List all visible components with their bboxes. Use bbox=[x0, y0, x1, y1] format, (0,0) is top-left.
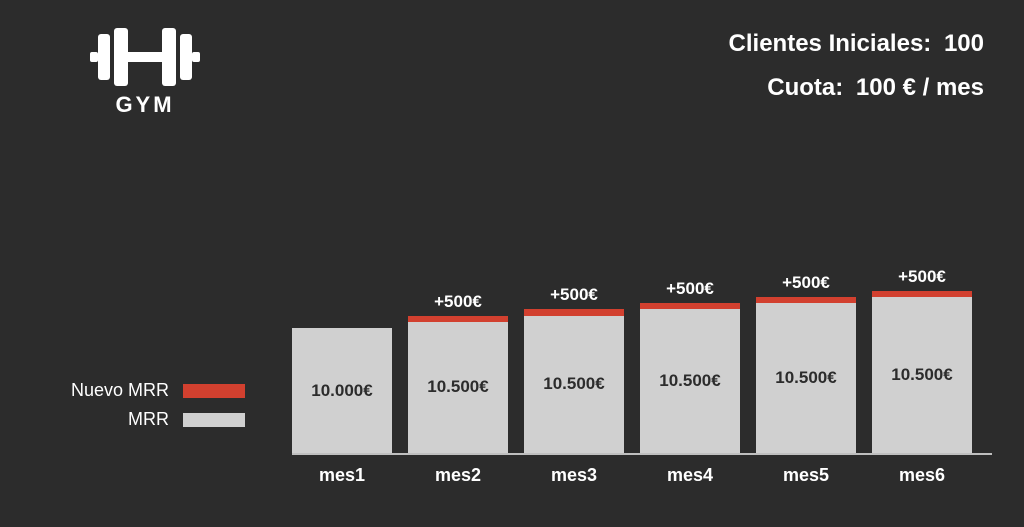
bar-segment-mrr: 10.500€ bbox=[524, 316, 624, 454]
stat-line-clients: Clientes Iniciales: 100 bbox=[729, 30, 984, 58]
category-label: mes5 bbox=[756, 465, 856, 486]
bar-top-label: +500€ bbox=[524, 285, 624, 305]
bar-stack: 10.500€ bbox=[640, 303, 740, 453]
bar-segment-mrr: 10.500€ bbox=[872, 297, 972, 453]
bar-segment-mrr: 10.500€ bbox=[756, 303, 856, 453]
bar-top-label: +500€ bbox=[408, 292, 508, 312]
bar-top-label: +500€ bbox=[640, 279, 740, 299]
bar-column: 10.500€+500€ bbox=[408, 316, 508, 454]
bar-top-label: +500€ bbox=[756, 273, 856, 293]
mrr-chart: 10.000€10.500€+500€10.500€+500€10.500€+5… bbox=[292, 195, 992, 495]
stat-line-cuota: Cuota: 100 € / mes bbox=[729, 74, 984, 102]
bar-stack: 10.500€ bbox=[524, 309, 624, 453]
bar-column: 10.500€+500€ bbox=[640, 303, 740, 453]
legend-item-new-mrr: Nuevo MRR bbox=[30, 380, 245, 401]
bar-column: 10.000€ bbox=[292, 328, 392, 453]
category-label: mes6 bbox=[872, 465, 972, 486]
category-label: mes3 bbox=[524, 465, 624, 486]
bar-stack: 10.500€ bbox=[408, 316, 508, 454]
category-label: mes2 bbox=[408, 465, 508, 486]
bar-segment-mrr: 10.500€ bbox=[640, 309, 740, 453]
bar-segment-mrr: 10.500€ bbox=[408, 322, 508, 453]
bar-stack: 10.500€ bbox=[756, 297, 856, 453]
stat-value: 100 bbox=[944, 30, 984, 57]
legend-swatch bbox=[183, 384, 245, 398]
category-label: mes4 bbox=[640, 465, 740, 486]
stat-label: Cuota: bbox=[767, 74, 843, 101]
bar-column: 10.500€+500€ bbox=[524, 309, 624, 453]
stats-block: Clientes Iniciales: 100 Cuota: 100 € / m… bbox=[729, 30, 984, 118]
legend-label: Nuevo MRR bbox=[30, 380, 169, 401]
stat-value: 100 € / mes bbox=[856, 74, 984, 101]
legend-item-mrr: MRR bbox=[30, 409, 245, 430]
brand-label: GYM bbox=[85, 92, 205, 118]
bar-top-label: +500€ bbox=[872, 267, 972, 287]
chart-plot-area: 10.000€10.500€+500€10.500€+500€10.500€+5… bbox=[292, 195, 992, 455]
legend-swatch bbox=[183, 413, 245, 427]
slide: GYM Clientes Iniciales: 100 Cuota: 100 €… bbox=[0, 0, 1024, 527]
category-label: mes1 bbox=[292, 465, 392, 486]
bar-segment-mrr: 10.000€ bbox=[292, 328, 392, 453]
bar-column: 10.500€+500€ bbox=[872, 291, 972, 454]
bar-stack: 10.000€ bbox=[292, 328, 392, 453]
legend: Nuevo MRR MRR bbox=[30, 380, 245, 438]
legend-label: MRR bbox=[30, 409, 169, 430]
brand-block: GYM bbox=[85, 28, 205, 118]
dumbbell-icon bbox=[85, 28, 205, 86]
stat-label: Clientes Iniciales: bbox=[729, 30, 932, 57]
bar-column: 10.500€+500€ bbox=[756, 297, 856, 453]
bar-stack: 10.500€ bbox=[872, 291, 972, 454]
